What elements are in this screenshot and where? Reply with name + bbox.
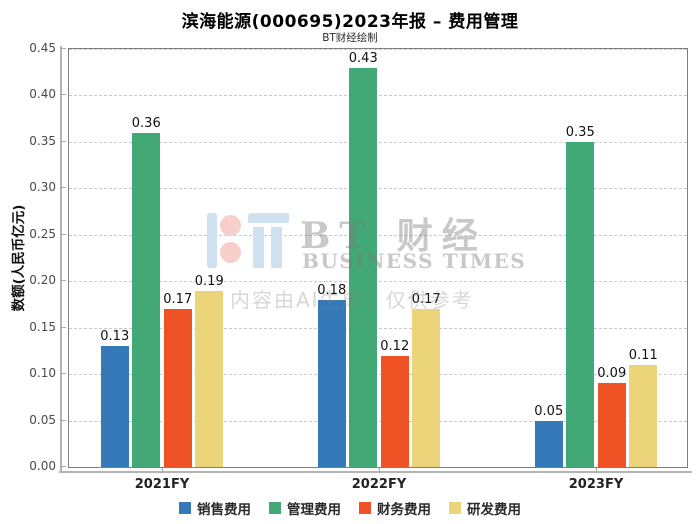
y-tick-label: 0.00 [29,459,56,473]
chart-title: 滨海能源(000695)2023年报 – 费用管理 [181,12,519,32]
x-tick-label-2023FY: 2023FY [568,477,624,492]
gridline [69,49,687,50]
legend-item-销售费用: 销售费用 [179,498,251,518]
y-tick-label: 0.25 [29,226,56,241]
y-tick-label: 0.40 [29,87,56,102]
bar-value-label: 0.43 [348,50,378,66]
bar-value-label: 0.18 [317,282,347,298]
gridline [69,95,687,97]
y-tick-label: 0.15 [29,319,56,334]
bar-value-label: 0.11 [628,347,658,363]
bar-value-label: 0.13 [100,329,130,345]
y-tick-label: 0.05 [29,412,56,427]
gridline [69,141,687,143]
bar-财务费用-2021FY [163,309,192,467]
bar-销售费用-2022FY [317,299,346,467]
gridline [69,327,687,329]
legend-item-管理费用: 管理费用 [269,498,341,518]
y-tick-mark [60,140,66,142]
bar-管理费用-2022FY [349,67,378,467]
bar-value-label: 0.19 [194,273,224,289]
y-tick-mark [60,419,66,421]
gridline [69,374,687,376]
y-tick-mark [60,326,66,328]
legend-swatch-icon [449,502,461,514]
x-tick-mark [596,468,597,473]
bar-管理费用-2021FY [132,132,161,467]
legend-swatch-icon [359,502,371,514]
bar-财务费用-2023FY [597,383,626,467]
legend-label: 研发费用 [467,502,521,518]
y-axis-label: 数额(人民币亿元) [11,204,27,312]
x-tick-label-2022FY: 2022FY [351,477,407,492]
bar-value-label: 0.17 [163,292,193,308]
y-tick-mark [60,280,66,282]
legend-swatch-icon [269,502,281,514]
x-tick-label-2021FY: 2021FY [134,477,190,492]
bar-管理费用-2023FY [566,141,595,467]
bar-财务费用-2022FY [380,355,409,467]
bar-value-label: 0.35 [565,124,595,140]
bar-value-label: 0.05 [534,403,564,419]
legend-label: 财务费用 [377,502,431,518]
y-tick-mark [60,233,66,235]
chart-subtitle: BT财经绘制 [322,32,378,44]
legend-item-财务费用: 财务费用 [359,498,431,518]
bar-研发费用-2022FY [412,309,441,467]
x-axis-line [59,471,692,473]
bar-value-label: 0.09 [597,366,627,382]
y-tick-mark [60,466,66,467]
x-tick-mark [162,468,163,473]
x-tick-mark [379,468,380,473]
y-tick-label: 0.35 [29,133,56,148]
bar-value-label: 0.12 [380,338,410,354]
y-axis-line [60,46,62,473]
bar-销售费用-2023FY [534,420,563,467]
gridline [69,420,687,422]
legend-label: 销售费用 [197,502,251,518]
y-tick-mark [60,187,66,189]
bar-value-label: 0.17 [411,292,441,308]
bar-研发费用-2021FY [195,290,224,467]
bar-销售费用-2021FY [100,346,129,467]
plot-area: 0.13 0.18 0.05 0.36 0.43 0.35 0.17 0.12 0.09 0.19… [68,48,688,468]
y-tick-label: 0.45 [29,41,56,55]
gridline [69,234,687,236]
legend-swatch-icon [179,502,191,514]
y-tick-label: 0.30 [29,180,56,195]
y-tick-mark [60,373,66,375]
legend-item-研发费用: 研发费用 [449,498,521,518]
bar-研发费用-2023FY [629,364,658,467]
y-tick-label: 0.20 [29,273,56,288]
gridline [69,281,687,283]
legend-label: 管理费用 [287,502,341,518]
y-tick-mark [60,94,66,96]
bar-value-label: 0.36 [131,115,161,131]
y-tick-label: 0.10 [29,366,56,381]
y-tick-mark [60,48,66,49]
gridline [69,188,687,190]
legend: 销售费用 管理费用 财务费用 研发费用 [0,498,700,518]
